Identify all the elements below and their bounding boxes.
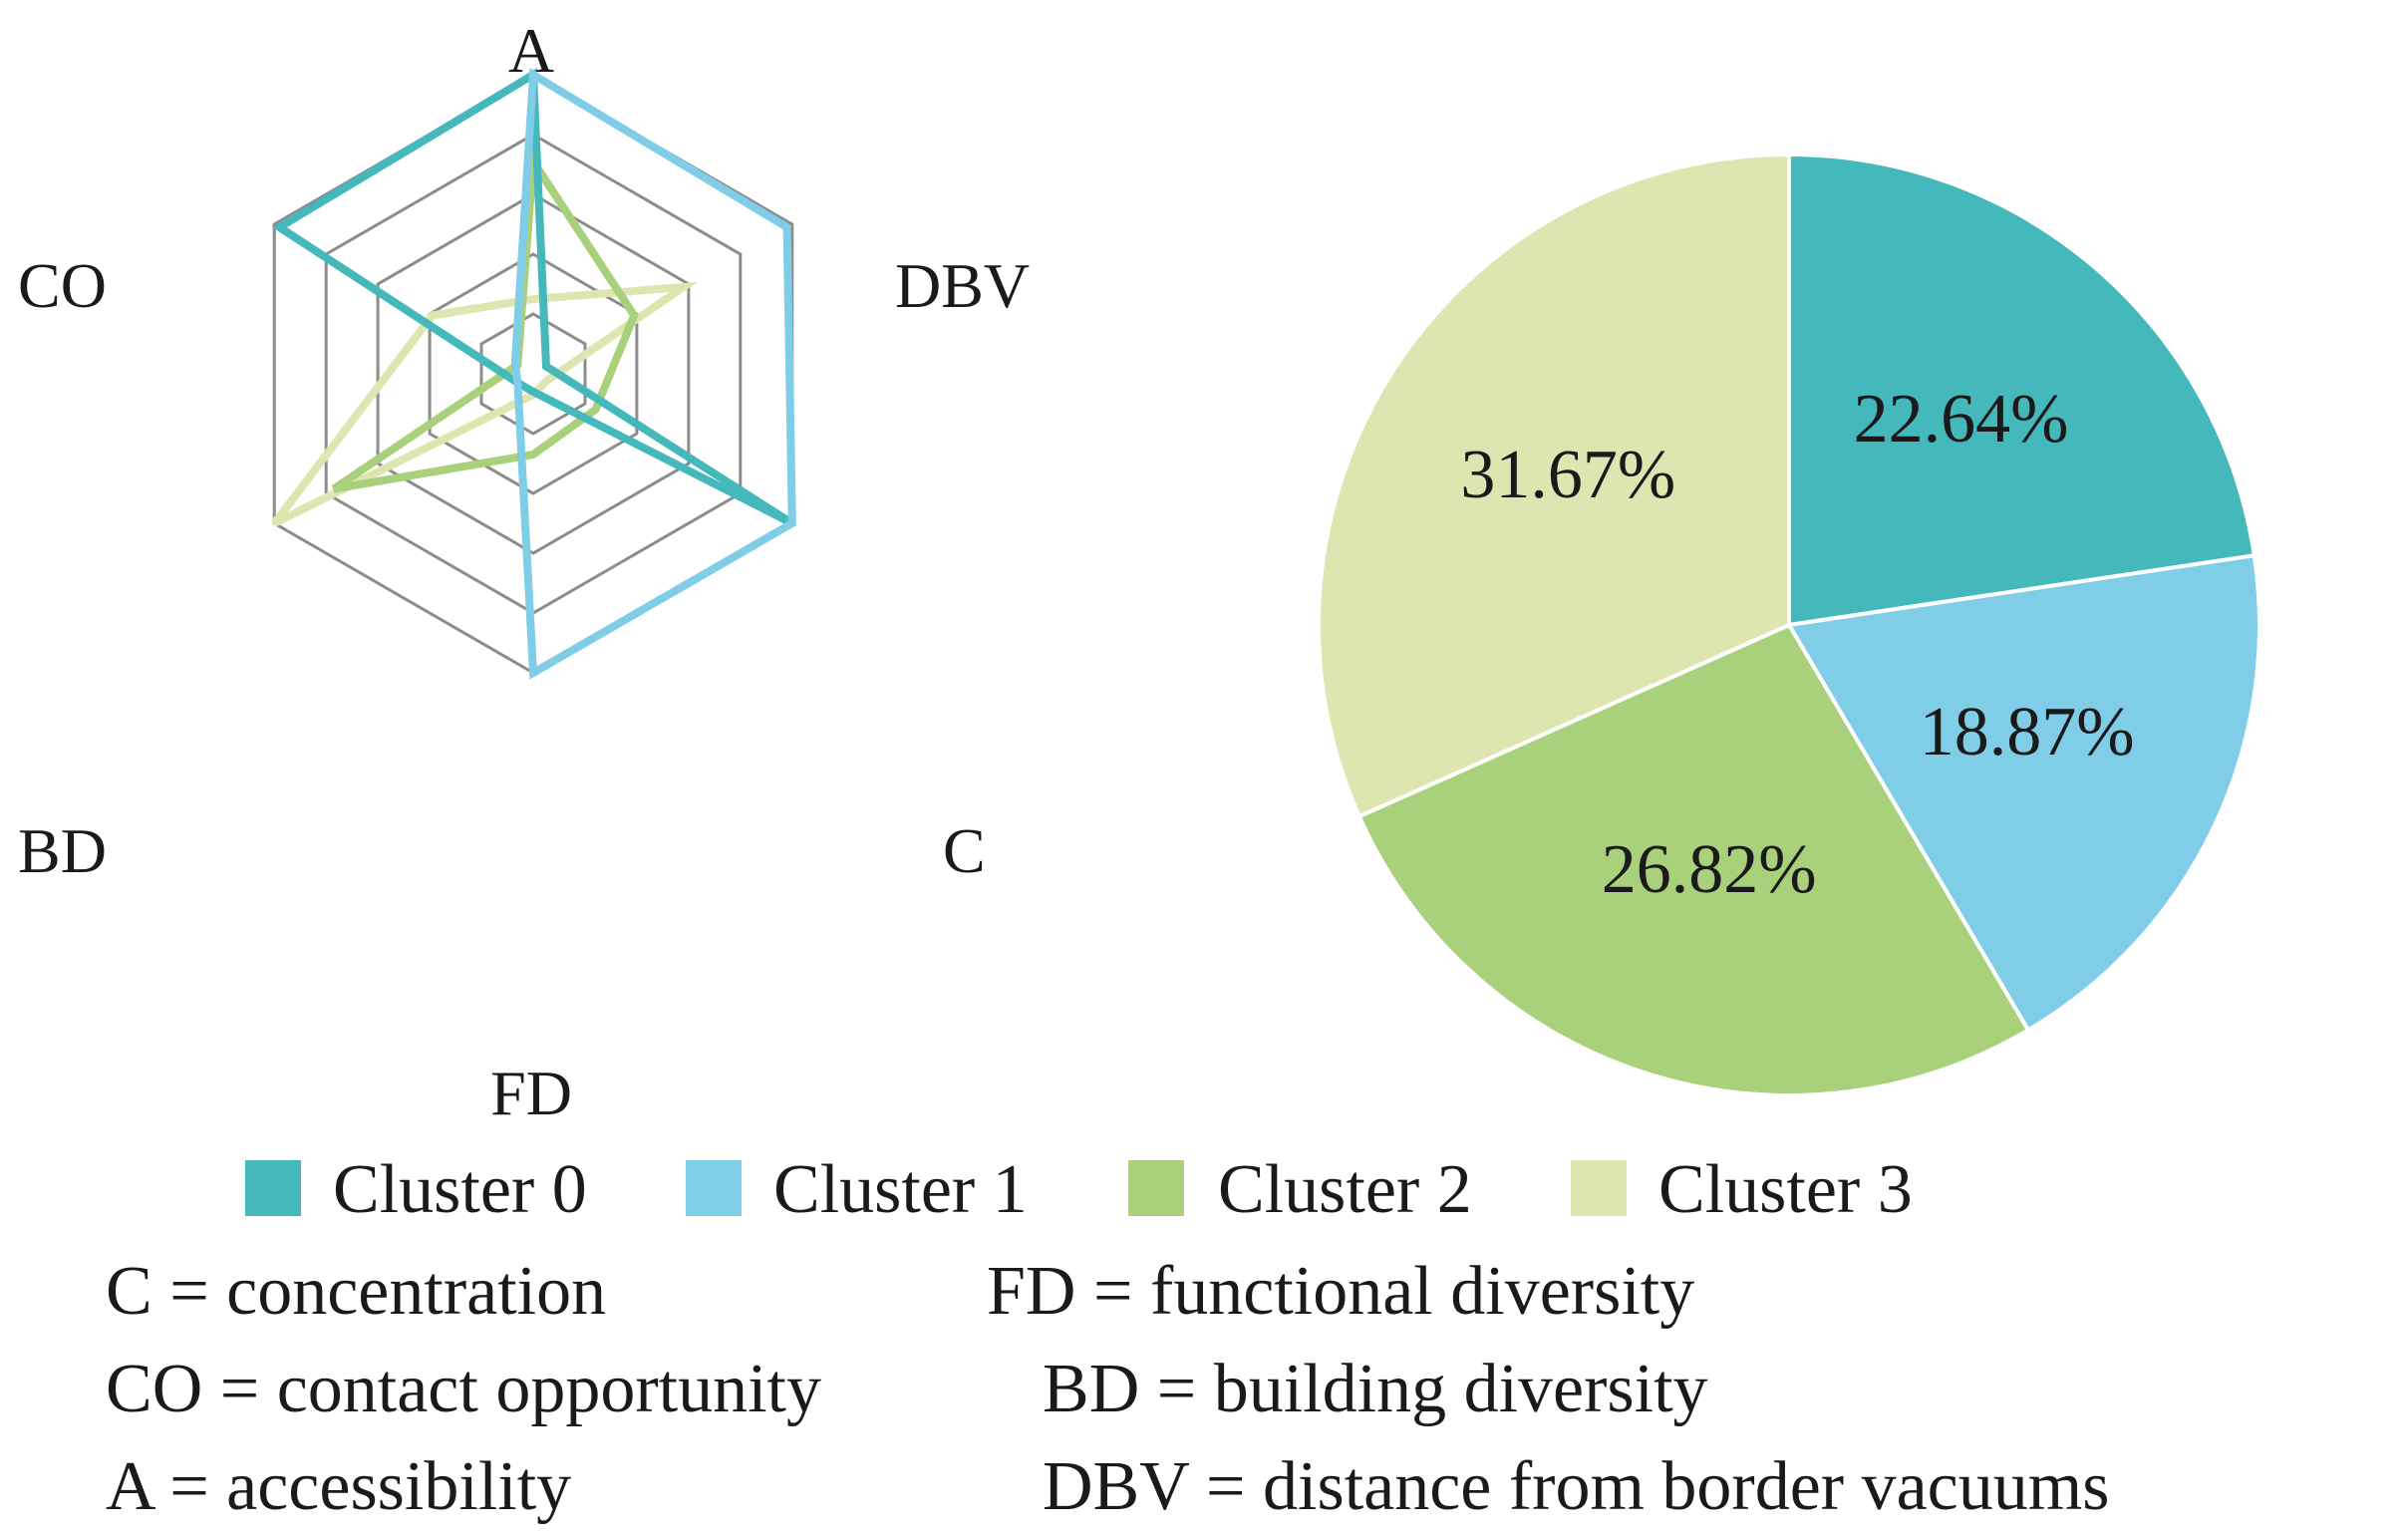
- definition-bd: BD = building diversity: [1043, 1351, 1708, 1427]
- definition-co: CO = contact opportunity: [106, 1351, 821, 1427]
- pie-slice-cluster-0: [1787, 152, 2258, 628]
- definition-c: C = concentration: [106, 1253, 606, 1330]
- definition-fd: FD = functional diversity: [987, 1253, 1694, 1330]
- axis-label-c: C: [943, 815, 986, 886]
- pie-slice-cluster-1: [1785, 553, 2261, 1034]
- radar-axis-labels: A DBV C FD BD CO: [18, 15, 1030, 1128]
- radar-series: [271, 68, 796, 680]
- pie-label-cluster-2: 26.82%: [1602, 831, 1817, 908]
- pie-label-cluster-1: 18.87%: [1920, 694, 2135, 770]
- radar-grid-ring-3: [376, 192, 691, 555]
- pie-slices: [1316, 152, 2261, 1098]
- radar-series-cluster-0: [271, 68, 794, 527]
- legend-label-cluster-1: Cluster 1: [773, 1151, 1028, 1228]
- legend-label-cluster-0: Cluster 0: [333, 1151, 587, 1228]
- pie-slice-cluster-3: [1316, 152, 1791, 819]
- radar-series-cluster-1: [510, 68, 796, 680]
- axis-label-co: CO: [18, 250, 107, 321]
- axis-label-bd: BD: [18, 815, 107, 886]
- legend-swatch-cluster-3: [1571, 1160, 1627, 1216]
- legend: Cluster 0 Cluster 1 Cluster 2 Cluster 3: [245, 1151, 1913, 1228]
- legend-swatch-cluster-2: [1128, 1160, 1184, 1216]
- pie-labels: 22.64% 18.87% 26.82% 31.67%: [1460, 381, 2134, 908]
- legend-swatch-cluster-1: [686, 1160, 742, 1216]
- radar-grid-ring-1: [479, 312, 587, 436]
- abbreviation-definitions: C = concentration FD = functional divers…: [106, 1253, 2109, 1525]
- pie-label-cluster-0: 22.64%: [1854, 381, 2069, 458]
- axis-label-a: A: [508, 15, 554, 86]
- legend-swatch-cluster-0: [245, 1160, 301, 1216]
- legend-label-cluster-2: Cluster 2: [1218, 1151, 1472, 1228]
- definition-dbv: DBV = distance from border vacuums: [1043, 1448, 2109, 1525]
- radar-chart: A DBV C FD BD CO: [18, 15, 1030, 1128]
- axis-label-dbv: DBV: [895, 250, 1030, 321]
- axis-label-fd: FD: [490, 1058, 572, 1128]
- definition-a: A = accessibility: [106, 1448, 571, 1525]
- pie-label-cluster-3: 31.67%: [1460, 437, 1675, 513]
- pie-chart: 22.64% 18.87% 26.82% 31.67%: [1316, 152, 2261, 1098]
- legend-label-cluster-3: Cluster 3: [1658, 1151, 1913, 1228]
